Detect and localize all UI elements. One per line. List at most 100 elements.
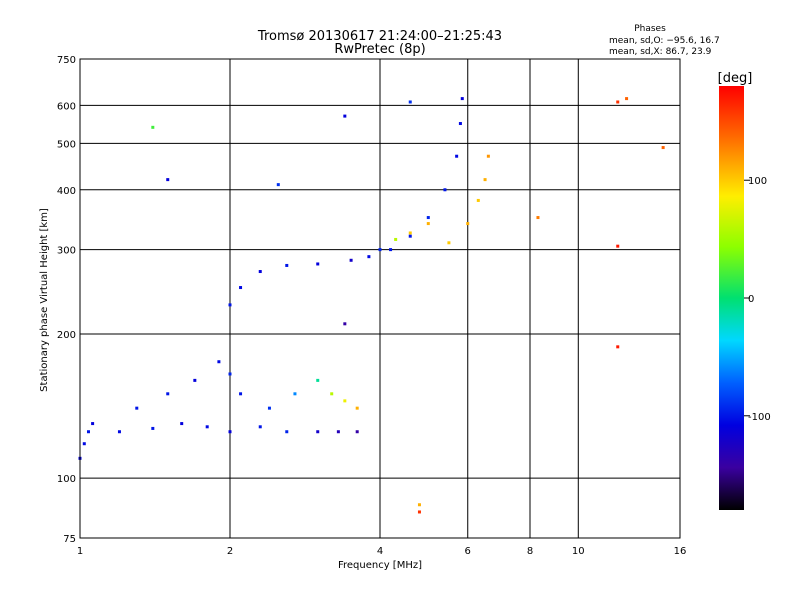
y-tick-label: 100 bbox=[57, 474, 76, 485]
cluster-isolated-echoes bbox=[151, 97, 665, 514]
y-tick-label: 400 bbox=[57, 186, 76, 197]
echo-point bbox=[417, 503, 421, 507]
colorbar-tick-label: 100 bbox=[748, 176, 767, 187]
x-tick-label: 10 bbox=[572, 546, 585, 557]
echo-point bbox=[316, 262, 320, 266]
x-tick-label: 2 bbox=[227, 546, 233, 557]
x-tick-label: 16 bbox=[674, 546, 687, 557]
echo-point bbox=[316, 430, 320, 434]
echo-point bbox=[193, 378, 197, 382]
echo-point bbox=[343, 322, 347, 326]
echo-point bbox=[343, 114, 347, 118]
x-tick-labels: 1 2 4 6 8 10 16 bbox=[77, 546, 687, 557]
echo-point bbox=[616, 100, 620, 104]
stats-line-x: mean, sd,X: 86.7, 23.9 bbox=[609, 47, 712, 57]
x-tick-label: 4 bbox=[377, 546, 383, 557]
y-tick-label: 600 bbox=[57, 101, 76, 112]
echo-point bbox=[408, 234, 412, 238]
colorbar bbox=[719, 86, 744, 510]
echo-point bbox=[443, 188, 447, 192]
echo-points bbox=[78, 97, 665, 514]
echo-point bbox=[82, 442, 86, 446]
echo-point bbox=[293, 392, 297, 396]
echo-point bbox=[378, 248, 382, 252]
plot-frame bbox=[79, 58, 681, 539]
colorbar-tick-label: -100 bbox=[748, 412, 771, 423]
cluster-e-es-echoes-scatter bbox=[135, 360, 359, 410]
echo-point bbox=[343, 399, 347, 403]
echo-point bbox=[285, 430, 289, 434]
cluster-e-region-o-trace bbox=[78, 422, 359, 460]
colorbar-tick-label: 0 bbox=[748, 294, 754, 305]
y-axis-label: Stationary phase Virtual Height [km] bbox=[39, 208, 50, 392]
echo-point bbox=[180, 422, 184, 426]
y-tick-label: 300 bbox=[57, 246, 76, 257]
echo-point bbox=[86, 430, 90, 434]
x-tick-label: 8 bbox=[527, 546, 533, 557]
echo-point bbox=[205, 425, 209, 429]
echo-point bbox=[408, 231, 412, 235]
echo-point bbox=[349, 258, 353, 262]
echo-point bbox=[135, 406, 139, 410]
echo-point bbox=[355, 430, 359, 434]
echo-point bbox=[458, 122, 462, 126]
echo-point bbox=[239, 392, 243, 396]
echo-point bbox=[91, 422, 95, 426]
echo-point bbox=[661, 146, 665, 150]
echo-point bbox=[166, 178, 170, 182]
echo-point bbox=[616, 345, 620, 349]
y-tick-label: 500 bbox=[57, 139, 76, 150]
echo-point bbox=[417, 510, 421, 514]
x-tick-label: 1 bbox=[77, 546, 83, 557]
colorbar-label: [deg] bbox=[718, 71, 753, 86]
echo-point bbox=[276, 183, 280, 187]
echo-point bbox=[389, 248, 393, 252]
echo-point bbox=[117, 430, 121, 434]
y-tick-label: 200 bbox=[57, 330, 76, 341]
y-tick-label: 750 bbox=[57, 55, 76, 66]
echo-point bbox=[447, 241, 451, 245]
echo-point bbox=[239, 286, 243, 290]
echo-point bbox=[625, 97, 629, 101]
echo-point bbox=[151, 426, 155, 430]
echo-point bbox=[460, 97, 464, 101]
echo-point bbox=[394, 237, 398, 241]
echo-point bbox=[336, 430, 340, 434]
cluster-f2-x-trace bbox=[447, 154, 490, 245]
echo-point bbox=[258, 270, 262, 274]
x-axis-label: Frequency [MHz] bbox=[338, 560, 422, 571]
echo-point bbox=[151, 125, 155, 129]
echo-point bbox=[217, 360, 221, 364]
echo-point bbox=[426, 222, 430, 226]
stats-heading: Phases bbox=[634, 24, 666, 34]
echo-point bbox=[330, 392, 334, 396]
echo-point bbox=[228, 430, 232, 434]
cluster-f2-o-trace bbox=[389, 97, 464, 252]
echo-point bbox=[455, 154, 459, 158]
chart-subtitle: RwPretec (8p) bbox=[334, 42, 425, 57]
grid-lines bbox=[80, 59, 680, 538]
colorbar-ticks: 100 0 -100 bbox=[744, 176, 771, 423]
echo-point bbox=[316, 378, 320, 382]
y-tick-labels: 75 100 200 300 400 500 600 750 bbox=[57, 55, 76, 545]
echo-point bbox=[228, 303, 232, 307]
x-tick-label: 6 bbox=[465, 546, 471, 557]
echo-point bbox=[616, 244, 620, 248]
echo-point bbox=[166, 392, 170, 396]
echo-point bbox=[476, 198, 480, 202]
echo-point bbox=[285, 263, 289, 267]
echo-point bbox=[367, 255, 371, 259]
echo-point bbox=[536, 216, 540, 220]
echo-point bbox=[466, 222, 470, 226]
axes bbox=[79, 58, 681, 539]
echo-point bbox=[228, 372, 232, 376]
echo-point bbox=[267, 406, 271, 410]
echo-point bbox=[355, 406, 359, 410]
y-tick-label: 75 bbox=[63, 534, 76, 545]
echo-point bbox=[426, 216, 430, 220]
echo-point bbox=[483, 178, 487, 182]
chart-title: Tromsø 20130617 21:24:00–21:25:43 bbox=[257, 29, 502, 44]
echo-point bbox=[408, 100, 412, 104]
stats-line-o: mean, sd,O: −95.6, 16.7 bbox=[609, 36, 720, 46]
